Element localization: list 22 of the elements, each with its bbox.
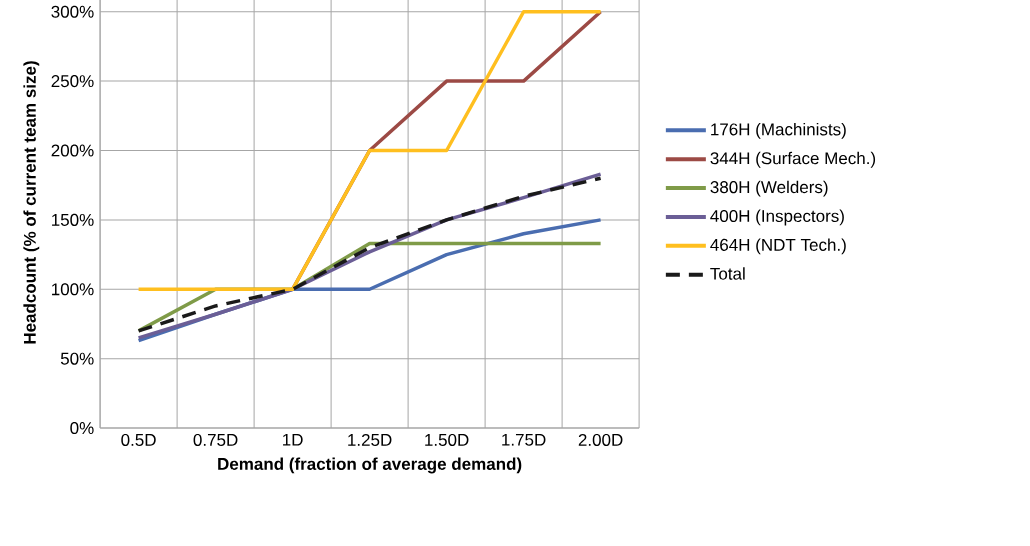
x-tick-label: 0.75D bbox=[193, 433, 238, 446]
legend-label: 176H (Machinists) bbox=[711, 122, 846, 139]
legend-label: 344H (Surface Mech.) bbox=[710, 151, 876, 168]
y-axis-title: Headcount (% of current team size) bbox=[23, 61, 40, 344]
y-tick-label: 200% bbox=[51, 144, 94, 157]
x-tick-label: 1.50D bbox=[425, 433, 469, 446]
y-tick-label: 150% bbox=[52, 213, 94, 226]
x-tick-label: 2.00D bbox=[578, 433, 623, 446]
legend-label: 380H (Welders) bbox=[710, 180, 828, 197]
y-tick-label: 50% bbox=[60, 352, 94, 365]
y-tick-label: 250% bbox=[51, 75, 94, 88]
legend-label: Total bbox=[710, 267, 745, 280]
legend-label: 464H (NDT Tech.) bbox=[710, 238, 846, 255]
y-tick-label: 100% bbox=[52, 283, 94, 296]
legend-label: 400H (Inspectors) bbox=[710, 209, 844, 226]
x-axis-title: Demand (fraction of average demand) bbox=[218, 457, 522, 474]
x-tick-label: 1D bbox=[283, 433, 303, 446]
x-tick-label: 1.75D bbox=[502, 433, 546, 446]
y-tick-label: 0% bbox=[70, 422, 94, 435]
y-tick-label: 300% bbox=[51, 5, 94, 18]
x-tick-label: 1.25D bbox=[348, 433, 392, 446]
x-tick-label: 0.5D bbox=[121, 433, 156, 446]
